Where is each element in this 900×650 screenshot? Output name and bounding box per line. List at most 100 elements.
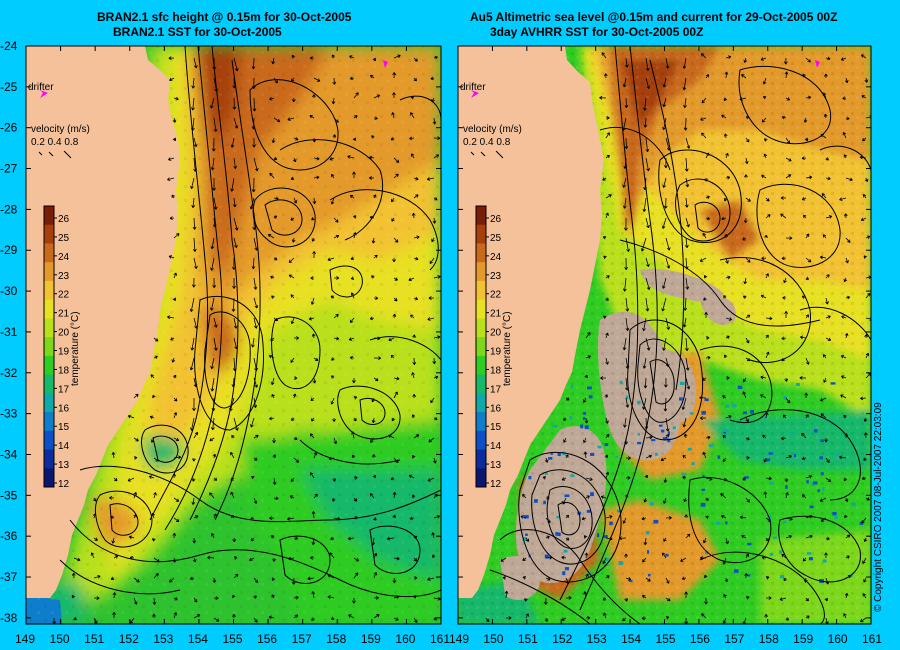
latitude-axis: -24 -25 -26 -27 -28 -29 -30 -31 -32 -33 -34 -35 -36 -… [0,39,871,625]
velocity-arrow [819,255,827,260]
velocity-arrow [409,136,415,141]
velocity-arrow [824,437,828,443]
velocity-arrow [293,137,299,141]
velocity-arrow [391,112,395,119]
velocity-arrow [760,394,767,399]
velocity-arrow [864,77,869,83]
velocity-arrow [725,55,732,60]
velocity-arrow [661,277,667,289]
velocity-arrow [804,137,809,142]
velocity-arrow [783,577,787,582]
velocity-arrow [150,374,155,379]
velocity-arrow [271,535,275,539]
velocity-arrow [618,536,627,541]
velocity-arrow [625,237,630,252]
velocity-arrow [742,477,747,481]
velocity-arrow [253,434,259,439]
velocity-arrow [173,596,178,601]
velocity-arrow [845,555,850,559]
velocity-arrow [724,71,729,79]
latitude-tick-label: -32 [0,366,18,380]
velocity-arrow [427,317,435,321]
colorbar-swatch [476,337,486,357]
colorbar-swatch [44,224,54,244]
speckle [701,488,705,491]
velocity-arrow [230,451,235,459]
velocity-arrow [645,277,651,290]
velocity-arrow [308,316,315,321]
velocity-arrow [393,617,399,621]
speckle [743,411,747,415]
velocity-arrow [233,157,238,169]
velocity-arrow [603,612,607,619]
longitude-tick-label: 156 [690,632,710,646]
velocity-arrow [112,592,117,599]
velocity-arrow [845,257,849,264]
velocity-arrow [664,377,668,388]
velocity-arrow [189,297,195,312]
velocity-arrow [332,134,337,139]
velocity-arrow [173,272,177,279]
velocity-arrow [542,475,547,480]
velocity-arrow [213,596,219,601]
velocity-arrow [430,76,435,81]
velocity-arrow [825,457,830,463]
velocity-arrow [233,337,238,350]
velocity-arrow [210,157,215,171]
velocity-arrow [210,257,215,271]
velocity-arrow [193,57,198,69]
velocity-arrow [371,135,375,139]
velocity-arrow [412,393,416,399]
velocity-arrow [290,77,295,82]
velocity-arrow [643,497,648,503]
velocity-arrow [563,417,567,421]
speckle [660,429,665,433]
velocity-arrow [191,497,196,505]
velocity-arrow [703,275,708,279]
velocity-arrow [681,576,687,581]
velocity-arrow [413,235,420,240]
speckle [769,481,774,485]
velocity-arrow [863,457,867,461]
velocity-arrow [432,217,437,224]
velocity-arrow [273,196,279,201]
colorbar-tick-label: 12 [490,479,502,490]
speckle [691,462,695,466]
velocity-arrow [862,557,867,564]
velocity-arrow [645,297,650,312]
velocity-arrow [269,516,275,521]
velocity-arrow [605,154,611,159]
velocity-arrow [565,537,570,541]
speckle [747,574,751,577]
colorbar-tick-label: 21 [490,309,502,320]
velocity-arrow [172,117,177,123]
velocity-arrow [171,357,176,363]
velocity-arrow [844,333,849,339]
velocity-arrow [805,233,810,239]
longitude-tick-label: 149 [449,632,469,646]
velocity-arrow [287,516,295,521]
velocity-arrow [543,597,548,605]
speckle [604,557,609,561]
velocity-arrow [662,117,667,131]
velocity-arrow [209,437,215,442]
velocity-arrow [193,431,199,439]
velocity-arrow [722,395,727,399]
velocity-arrow [662,77,667,88]
velocity-arrow [745,337,750,344]
colorbar-swatch [476,280,486,301]
velocity-arrow [825,337,832,342]
velocity-arrow [845,177,853,182]
velocity-arrow [233,217,239,231]
velocity-arrow [743,217,748,224]
velocity-arrow [622,197,627,209]
velocity-arrow [373,552,378,559]
velocity-arrow [745,553,749,559]
velocity-arrow [391,217,395,222]
velocity-arrow [699,257,707,262]
colorbar-swatch [44,412,54,432]
velocity-arrow [645,577,651,582]
velocity-arrow [392,72,397,79]
colorbar-tick-label: 17 [490,384,502,395]
velocity-arrow [864,177,869,183]
